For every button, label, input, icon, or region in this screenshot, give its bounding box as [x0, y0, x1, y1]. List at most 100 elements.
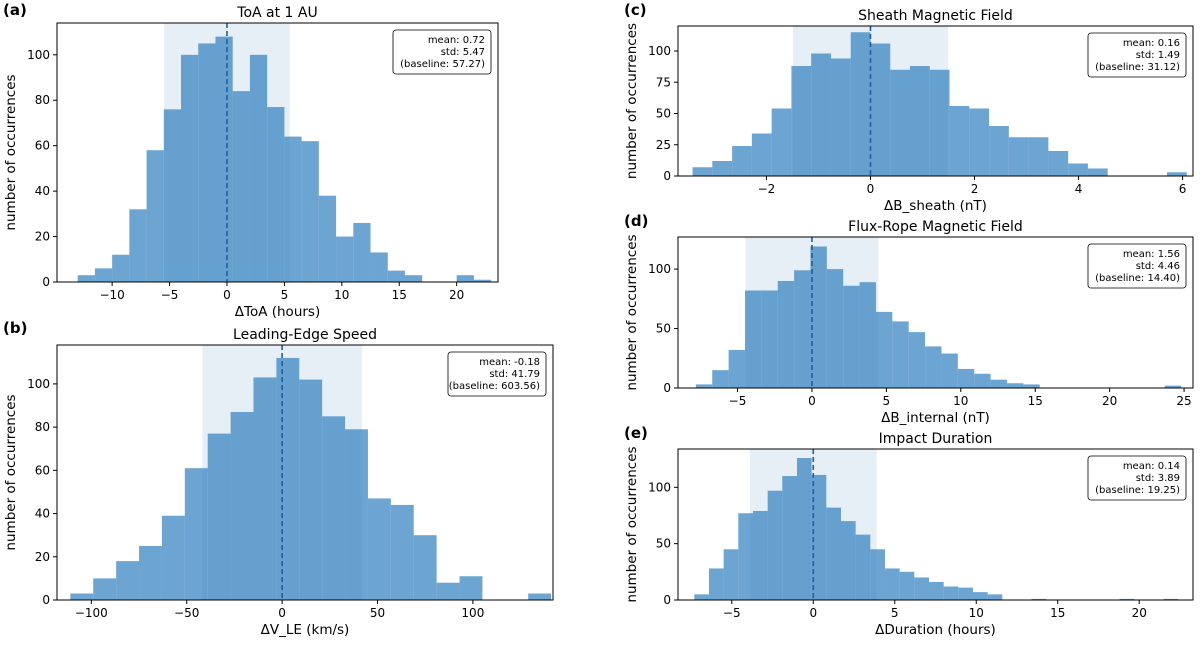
- histogram-bar: [1164, 385, 1182, 388]
- y-tick-label: 100: [648, 480, 671, 494]
- x-tick-label: 10: [334, 288, 349, 302]
- y-tick-label: 75: [656, 75, 671, 89]
- stats-text: std: 3.89: [1136, 473, 1180, 484]
- stats-box: [447, 351, 547, 397]
- histogram-bar: [370, 252, 388, 282]
- x-axis-label: ΔV_LE (km/s): [261, 622, 350, 638]
- histogram-bar: [93, 578, 117, 600]
- x-tick-label: −2: [758, 182, 776, 196]
- y-tick-label: 0: [663, 169, 671, 183]
- histogram-bar: [859, 282, 876, 388]
- histogram-bar: [708, 568, 724, 600]
- histogram-bar: [870, 549, 885, 600]
- histogram-bar: [413, 535, 437, 600]
- histogram-bar: [161, 515, 185, 600]
- histogram-bar: [301, 141, 319, 282]
- histogram-bar: [728, 349, 745, 388]
- x-tick-label: 15: [1028, 394, 1043, 408]
- panel-label: (d): [624, 212, 648, 230]
- histogram-bar: [826, 269, 844, 388]
- histogram-bar: [322, 416, 346, 600]
- stats-text: mean: 0.14: [1123, 461, 1180, 472]
- y-tick-label: 0: [42, 593, 50, 607]
- histogram-bar: [929, 69, 950, 176]
- chart-title: Impact Duration: [879, 431, 993, 447]
- stats-text: mean: -0.18: [479, 357, 540, 368]
- histogram-bar: [390, 504, 414, 600]
- x-tick-label: 0: [808, 394, 816, 408]
- histogram-bar: [387, 270, 405, 282]
- histogram-bar: [875, 311, 893, 388]
- histogram-bar: [181, 54, 199, 282]
- histogram-bar: [943, 586, 959, 600]
- histogram-bar: [1166, 172, 1187, 176]
- axes-frame: [677, 25, 1194, 177]
- x-tick-label: 20: [449, 288, 464, 302]
- stats-text: (baseline: 603.56): [449, 381, 540, 392]
- histogram-bar: [112, 254, 130, 282]
- histogram-bar: [77, 275, 95, 282]
- histogram-bar: [890, 69, 911, 176]
- stats-box: [1087, 32, 1187, 78]
- histogram-bar: [1006, 383, 1024, 388]
- x-tick-label: 4: [1075, 182, 1083, 196]
- chart-panel-3: −2 0 2 4 6 0 25 50 75 100 Sheath Magnetic Field ΔB_…: [624, 1, 1194, 214]
- histogram-bar: [826, 507, 841, 600]
- histogram-bar: [249, 54, 268, 282]
- chart-panel-2: −100 −50 0 50 100 0 20 40 60 80 100 Leading-Edge Sp…: [3, 319, 554, 638]
- x-axis-label: ΔDuration (hours): [875, 622, 996, 638]
- panel-label: (c): [624, 1, 647, 19]
- histogram-bar: [794, 270, 811, 388]
- histogram-bar: [139, 545, 162, 600]
- histogram-bar: [925, 346, 942, 388]
- histogram-bar: [723, 549, 739, 600]
- histogram-bar: [908, 332, 926, 388]
- histogram-bar: [941, 353, 958, 388]
- y-tick-label: 20: [35, 230, 50, 244]
- axes-frame: [56, 344, 554, 601]
- stats-text: mean: 1.56: [1123, 249, 1180, 260]
- x-tick-label: −5: [161, 288, 179, 302]
- histogram-bar: [336, 236, 354, 282]
- x-tick-label: 20: [1102, 394, 1117, 408]
- histogram-bar: [974, 373, 991, 388]
- histogram-bar: [694, 594, 709, 600]
- histogram-bar: [1028, 137, 1049, 176]
- histogram-bar: [989, 126, 1009, 176]
- chart-title: Leading-Edge Speed: [233, 327, 377, 343]
- histogram-bar: [1068, 163, 1088, 176]
- y-axis-label: number of occurrences: [624, 446, 640, 602]
- stats-box: [1087, 455, 1187, 501]
- panel-label: (e): [624, 424, 648, 442]
- histogram-bar: [207, 433, 231, 600]
- histogram-bar: [299, 379, 323, 600]
- y-tick-label: 40: [35, 184, 50, 198]
- histogram-bar: [712, 370, 729, 388]
- histogram-bar: [230, 411, 254, 600]
- stats-text: (baseline: 14.40): [1095, 273, 1180, 284]
- histogram-bar: [232, 91, 250, 282]
- histogram-bar: [1048, 151, 1069, 176]
- y-tick-label: 0: [663, 381, 671, 395]
- histogram-bar: [1023, 384, 1040, 388]
- x-tick-label: 0: [867, 182, 875, 196]
- histogram-bar: [771, 108, 792, 176]
- histogram-bar: [899, 571, 915, 600]
- y-tick-label: 60: [35, 139, 50, 153]
- stats-text: std: 1.49: [1136, 50, 1180, 61]
- histogram-bar: [215, 36, 233, 283]
- axes-frame: [56, 22, 499, 283]
- histogram-bar: [692, 167, 713, 176]
- histogram-bar: [732, 146, 752, 176]
- histogram-bar: [367, 498, 391, 600]
- histogram-bar: [752, 510, 768, 600]
- histogram-bar: [528, 593, 552, 600]
- histogram-bar: [751, 133, 772, 176]
- histogram-bar: [738, 513, 753, 600]
- y-tick-label: 20: [35, 550, 50, 564]
- y-tick-label: 80: [35, 420, 50, 434]
- y-tick-label: 80: [35, 93, 50, 107]
- histogram-bar: [957, 368, 975, 388]
- stats-text: mean: 0.16: [1123, 38, 1180, 49]
- histogram-bar: [949, 106, 970, 176]
